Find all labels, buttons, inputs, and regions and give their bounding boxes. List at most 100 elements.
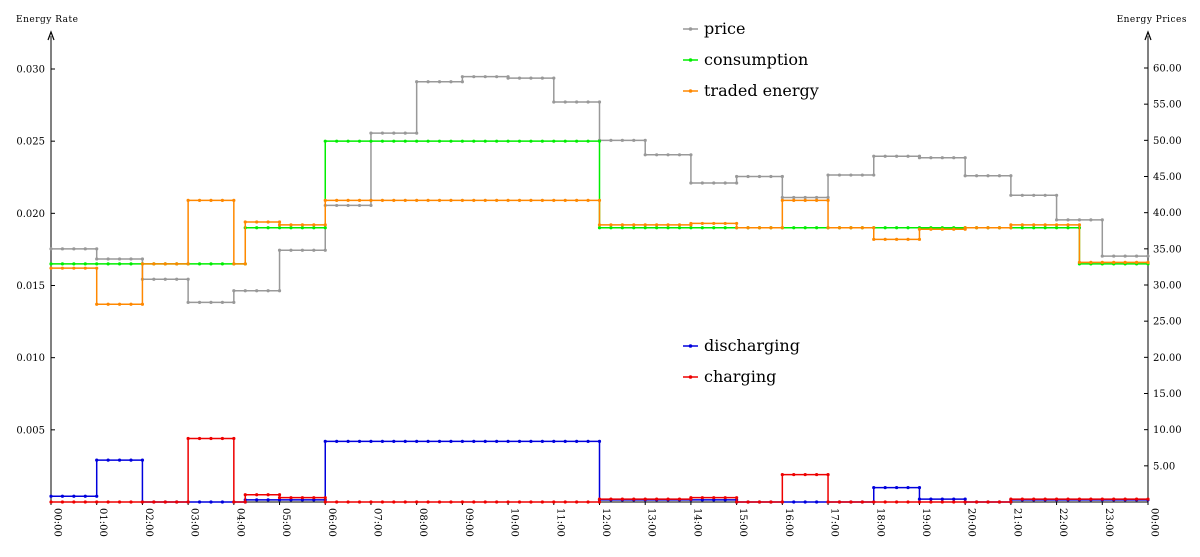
data-point [552,439,556,443]
data-point [449,198,453,202]
data-point [1123,260,1127,265]
data-point [517,439,522,443]
data-point [597,198,602,202]
data-point [380,131,384,135]
data-point [152,500,156,504]
data-point [1089,497,1093,501]
data-point [666,153,670,157]
data-point [895,226,899,230]
data-point [232,289,236,293]
data-point [392,439,396,443]
data-point [72,494,76,498]
left-axis-title: Energy Rate [16,15,79,25]
series-line-price [51,75,1148,304]
data-point [255,220,259,224]
data-point [929,497,933,501]
data-point [974,500,979,504]
data-point [563,100,567,104]
x-tick-label: 04:00 [234,508,245,537]
data-point [369,139,373,143]
data-point [300,226,304,230]
data-point [266,498,270,502]
data-point [517,198,522,202]
data-point [186,277,190,281]
x-tick-label: 00:00 [1149,508,1160,537]
data-point [1100,218,1104,222]
data-point [95,262,99,266]
x-tick-label: 23:00 [1103,508,1114,537]
data-point [940,227,944,231]
data-point [609,226,613,230]
data-point [232,262,236,266]
data-point [529,439,533,443]
data-point [1146,254,1150,258]
data-point [540,139,544,143]
data-point [300,248,304,252]
series-discharging [49,439,1150,504]
data-point [1032,497,1036,501]
series-line-discharging [51,440,1148,503]
data-point [712,221,716,226]
data-point [106,257,110,261]
data-point [792,195,796,200]
right-tick-label: 45.00 [1153,172,1182,183]
data-point [289,226,293,230]
data-point [929,156,933,160]
data-point [323,439,327,443]
data-point [1009,497,1013,501]
data-point [952,227,956,231]
data-point [140,302,145,306]
data-point [1009,226,1013,230]
data-point [906,485,910,490]
data-point [335,139,339,143]
data-point [392,131,396,135]
data-point [655,223,659,227]
data-point [563,500,567,504]
data-point [1134,497,1139,501]
data-point [689,496,693,500]
data-point [186,436,190,441]
data-point [643,226,647,230]
data-point [232,500,236,504]
data-point [792,226,796,230]
right-tick-label: 40.00 [1153,208,1182,219]
data-point [197,436,202,441]
data-point [243,500,247,504]
legend-item-consumption: consumption [683,50,808,69]
data-point [277,248,282,252]
data-point [815,472,819,477]
data-point [517,139,522,143]
data-point [255,498,259,502]
data-point [1066,226,1070,230]
data-point [83,262,87,266]
data-point [826,472,830,477]
legend-label: discharging [704,336,800,355]
data-point [826,195,830,200]
data-point [266,493,270,497]
x-tick-label: 19:00 [920,508,931,537]
data-point [757,500,762,504]
data-point [495,139,499,143]
data-point [586,139,590,143]
data-point [1066,497,1070,501]
data-point [666,226,670,230]
data-point [197,500,202,504]
data-point [175,262,179,266]
data-point [1020,193,1024,197]
data-point [106,262,110,266]
data-point [997,174,1002,178]
data-point [586,100,590,104]
data-point [403,439,407,443]
data-point [1009,223,1013,227]
data-point [357,139,362,143]
data-point [117,458,122,462]
data-point [392,198,396,202]
data-point [472,500,476,504]
data-point [483,139,487,143]
data-point [780,472,784,477]
data-point [95,302,99,306]
data-point [186,300,190,304]
data-point [974,226,979,230]
data-point [769,226,773,230]
